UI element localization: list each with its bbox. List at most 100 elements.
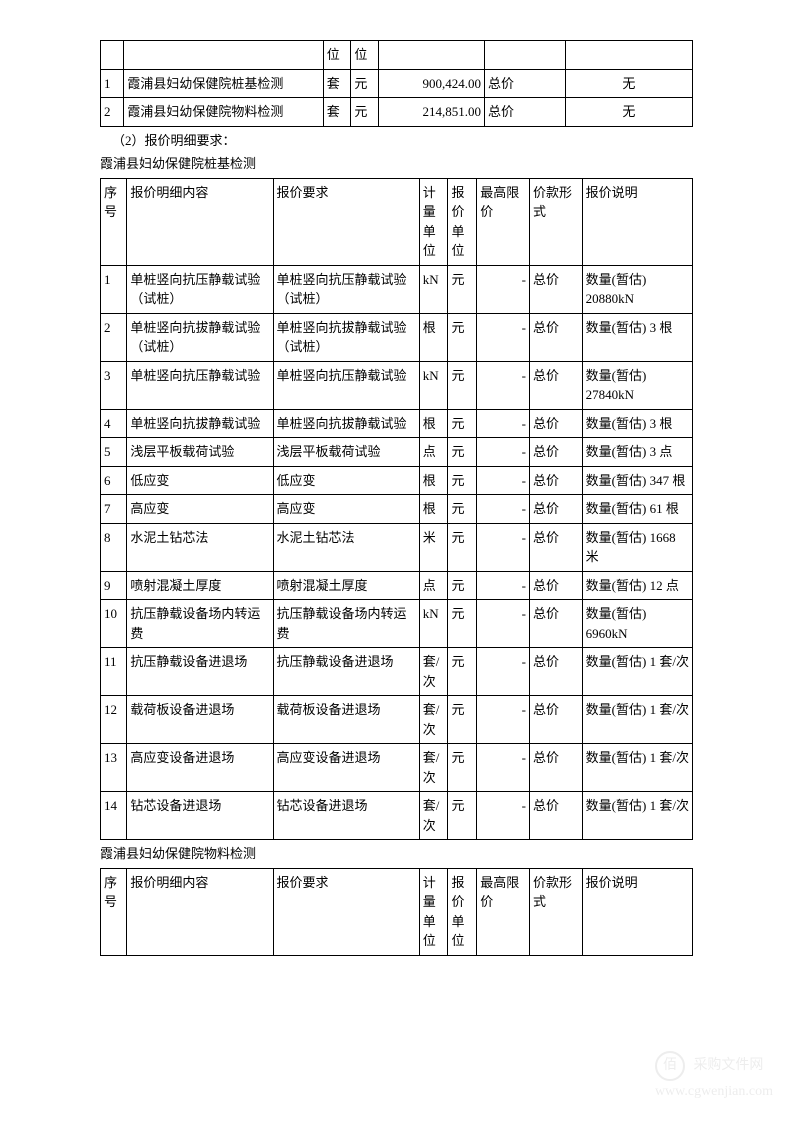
cell: 高应变设备进退场 bbox=[273, 744, 419, 792]
watermark-url: www.cgwenjian.com bbox=[655, 1084, 773, 1099]
cell: 数量(暂估) 3 点 bbox=[582, 438, 692, 467]
cell: 8 bbox=[101, 523, 127, 571]
cell: 数量(暂估) 20880kN bbox=[582, 265, 692, 313]
cell: 数量(暂估) 3 根 bbox=[582, 313, 692, 361]
table-row: 9喷射混凝土厚度喷射混凝土厚度点元-总价数量(暂估) 12 点 bbox=[101, 571, 693, 600]
cell: 套/次 bbox=[419, 744, 448, 792]
cell: 抗压静载设备进退场 bbox=[273, 648, 419, 696]
cell: 抗压静载设备场内转运费 bbox=[273, 600, 419, 648]
table-row: 12载荷板设备进退场载荷板设备进退场套/次元-总价数量(暂估) 1 套/次 bbox=[101, 696, 693, 744]
cell: 2 bbox=[101, 313, 127, 361]
summary-table: 位位1霞浦县妇幼保健院桩基检测套元900,424.00总价无2霞浦县妇幼保健院物… bbox=[100, 40, 693, 127]
cell: 套/次 bbox=[419, 792, 448, 840]
cell: 浅层平板载荷试验 bbox=[127, 438, 273, 467]
watermark: 佰 采购文件网 www.cgwenjian.com bbox=[655, 1051, 773, 1102]
cell: 根 bbox=[419, 495, 448, 524]
col-munit: 计量单位 bbox=[419, 178, 448, 265]
cell: - bbox=[477, 792, 530, 840]
cell: 11 bbox=[101, 648, 127, 696]
cell: 总价 bbox=[529, 648, 582, 696]
cell: 900,424.00 bbox=[378, 69, 484, 98]
table-row: 6低应变低应变根元-总价数量(暂估) 347 根 bbox=[101, 466, 693, 495]
col-punit: 报价单位 bbox=[448, 868, 477, 955]
cell: 元 bbox=[448, 648, 477, 696]
cell: 低应变 bbox=[273, 466, 419, 495]
cell: 1 bbox=[101, 69, 124, 98]
cell: 低应变 bbox=[127, 466, 273, 495]
cell: 总价 bbox=[485, 69, 566, 98]
cell: - bbox=[477, 571, 530, 600]
cell: 10 bbox=[101, 600, 127, 648]
col-max: 最高限价 bbox=[477, 868, 530, 955]
cell: 元 bbox=[448, 696, 477, 744]
cell: 总价 bbox=[529, 409, 582, 438]
cell: - bbox=[477, 744, 530, 792]
cell: 抗压静载设备进退场 bbox=[127, 648, 273, 696]
cell: - bbox=[477, 523, 530, 571]
cell: 数量(暂估) 12 点 bbox=[582, 571, 692, 600]
cell: 喷射混凝土厚度 bbox=[273, 571, 419, 600]
col-content: 报价明细内容 bbox=[127, 178, 273, 265]
cell: 单桩竖向抗拔静载试验（试桩） bbox=[127, 313, 273, 361]
cell: 元 bbox=[448, 409, 477, 438]
cell: 点 bbox=[419, 438, 448, 467]
table-row: 8水泥土钻芯法水泥土钻芯法米元-总价数量(暂估) 1668 米 bbox=[101, 523, 693, 571]
cell: 1 bbox=[101, 265, 127, 313]
cell: - bbox=[477, 495, 530, 524]
cell: 总价 bbox=[529, 744, 582, 792]
cell: 米 bbox=[419, 523, 448, 571]
cell bbox=[565, 41, 692, 70]
cell: 喷射混凝土厚度 bbox=[127, 571, 273, 600]
cell: 套 bbox=[323, 98, 351, 127]
cell: 5 bbox=[101, 438, 127, 467]
cell: 高应变 bbox=[273, 495, 419, 524]
cell: kN bbox=[419, 600, 448, 648]
cell: 高应变 bbox=[127, 495, 273, 524]
cell: 套/次 bbox=[419, 696, 448, 744]
subtitle-material: 霞浦县妇幼保健院物料检测 bbox=[100, 844, 693, 864]
section-label: （2）报价明细要求： bbox=[100, 131, 693, 151]
cell: 单桩竖向抗拔静载试验（试桩） bbox=[273, 313, 419, 361]
col-content: 报价明细内容 bbox=[127, 868, 273, 955]
cell: 元 bbox=[448, 466, 477, 495]
cell: - bbox=[477, 696, 530, 744]
table-row: 11抗压静载设备进退场抗压静载设备进退场套/次元-总价数量(暂估) 1 套/次 bbox=[101, 648, 693, 696]
cell: 套 bbox=[323, 69, 351, 98]
cell: 单桩竖向抗压静载试验 bbox=[273, 361, 419, 409]
cell: 位 bbox=[323, 41, 351, 70]
col-req: 报价要求 bbox=[273, 178, 419, 265]
col-munit: 计量单位 bbox=[419, 868, 448, 955]
cell: 元 bbox=[448, 571, 477, 600]
table-row: 2单桩竖向抗拔静载试验（试桩）单桩竖向抗拔静载试验（试桩）根元-总价数量(暂估)… bbox=[101, 313, 693, 361]
cell: - bbox=[477, 600, 530, 648]
cell: 214,851.00 bbox=[378, 98, 484, 127]
cell bbox=[124, 41, 323, 70]
cell: 水泥土钻芯法 bbox=[127, 523, 273, 571]
cell: 钻芯设备进退场 bbox=[273, 792, 419, 840]
cell: 2 bbox=[101, 98, 124, 127]
cell: 4 bbox=[101, 409, 127, 438]
col-form: 价款形式 bbox=[529, 868, 582, 955]
table-row: 4单桩竖向抗拔静载试验单桩竖向抗拔静载试验根元-总价数量(暂估) 3 根 bbox=[101, 409, 693, 438]
cell: 数量(暂估) 1 套/次 bbox=[582, 744, 692, 792]
cell: 浅层平板载荷试验 bbox=[273, 438, 419, 467]
cell: 数量(暂估) 27840kN bbox=[582, 361, 692, 409]
cell: 数量(暂估) 6960kN bbox=[582, 600, 692, 648]
cell: 3 bbox=[101, 361, 127, 409]
cell: 6 bbox=[101, 466, 127, 495]
cell: 总价 bbox=[529, 792, 582, 840]
col-form: 价款形式 bbox=[529, 178, 582, 265]
subtitle-pile: 霞浦县妇幼保健院桩基检测 bbox=[100, 154, 693, 174]
table-row: 5浅层平板载荷试验浅层平板载荷试验点元-总价数量(暂估) 3 点 bbox=[101, 438, 693, 467]
table-row: 3单桩竖向抗压静载试验单桩竖向抗压静载试验kN元-总价数量(暂估) 27840k… bbox=[101, 361, 693, 409]
cell: 数量(暂估) 347 根 bbox=[582, 466, 692, 495]
cell: 载荷板设备进退场 bbox=[127, 696, 273, 744]
cell: 霞浦县妇幼保健院桩基检测 bbox=[124, 69, 323, 98]
cell: kN bbox=[419, 361, 448, 409]
cell bbox=[101, 41, 124, 70]
table-row: 7高应变高应变根元-总价数量(暂估) 61 根 bbox=[101, 495, 693, 524]
cell: 无 bbox=[565, 98, 692, 127]
cell: 总价 bbox=[529, 466, 582, 495]
cell: 数量(暂估) 1 套/次 bbox=[582, 648, 692, 696]
cell bbox=[485, 41, 566, 70]
